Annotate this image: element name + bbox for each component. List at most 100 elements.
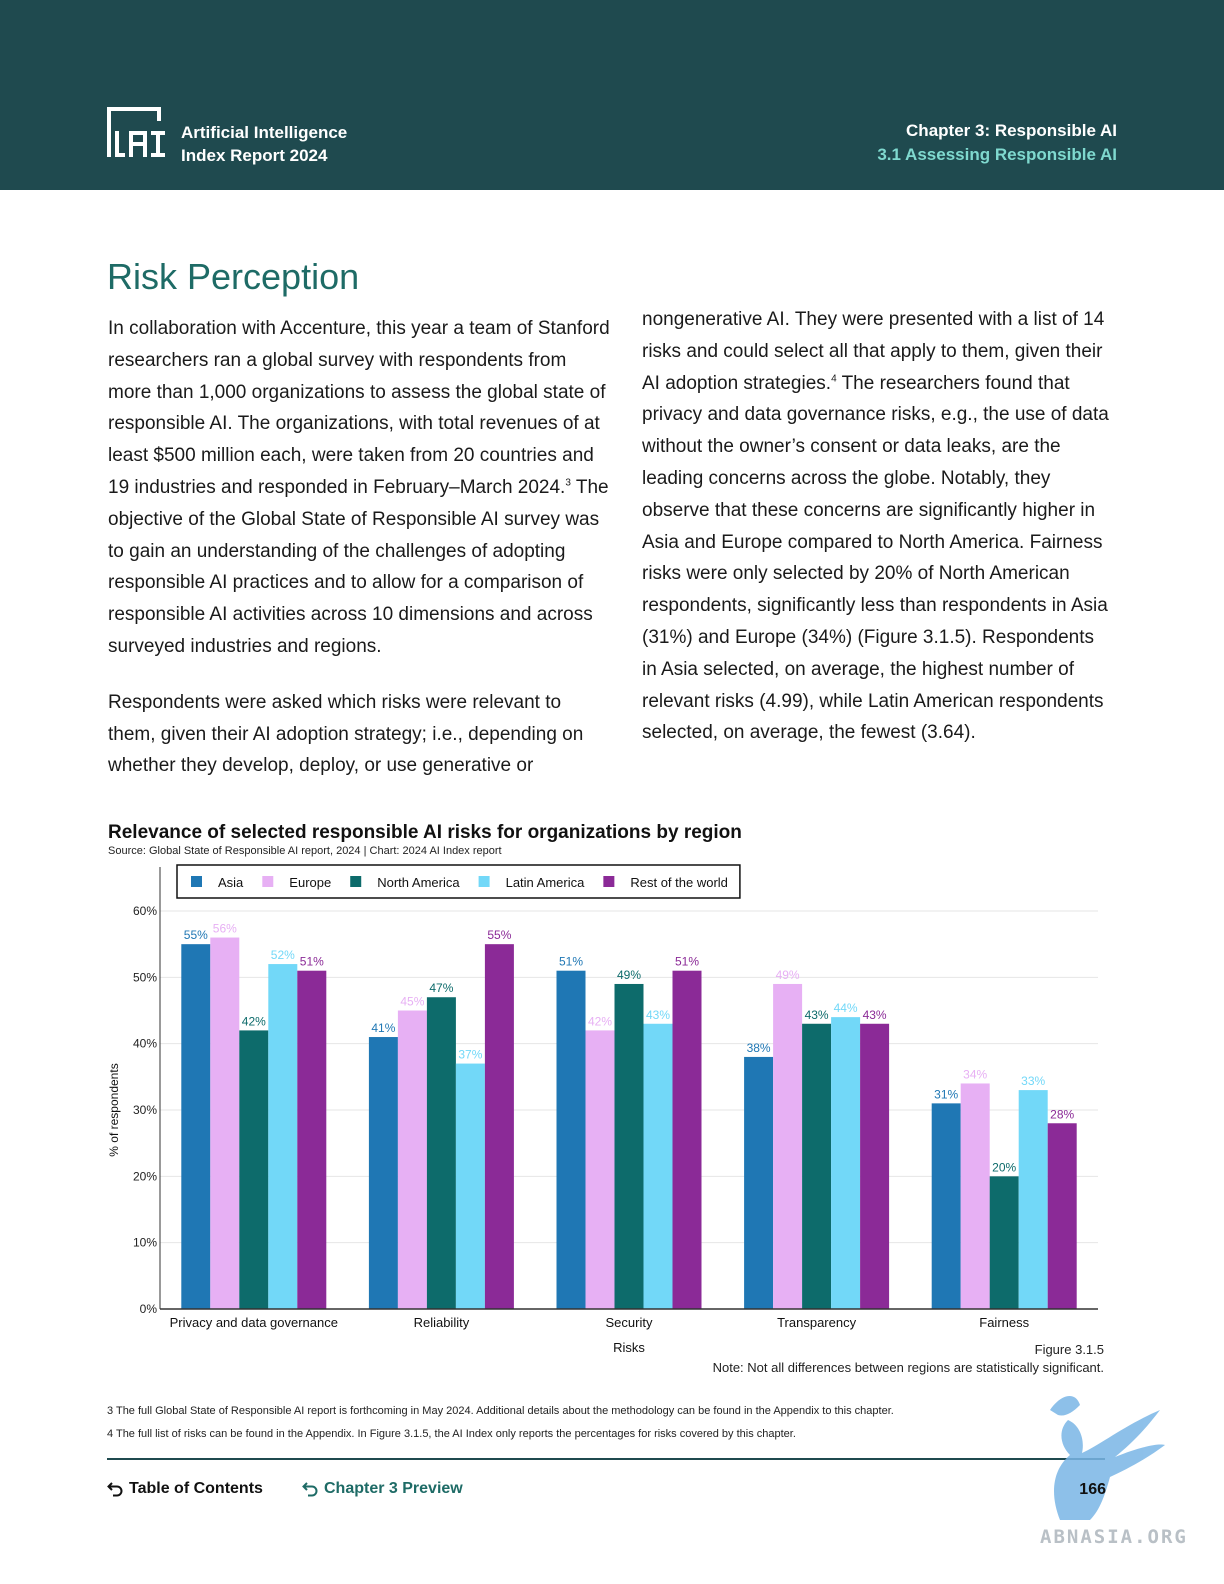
paragraph-3-text-a: nongenerative AI. They were presented wi…: [642, 309, 1105, 394]
data-label: 51%: [300, 955, 324, 969]
page-number: 166: [1079, 1481, 1106, 1498]
bar: [931, 1103, 961, 1309]
paragraph-1-text-b: The objective of the Global State of Res…: [108, 476, 609, 657]
bar: [397, 1010, 427, 1309]
x-tick-label: Reliability: [414, 1315, 470, 1330]
legend-label: Europe: [289, 875, 331, 890]
data-label: 49%: [617, 968, 641, 982]
report-name-line1: Artificial Intelligence: [181, 123, 348, 142]
y-tick-label: 20%: [133, 1169, 157, 1183]
x-tick-label: Transparency: [777, 1315, 856, 1330]
y-tick-label: 0%: [140, 1302, 158, 1316]
chart-data-labels: 55% 56% 42% 52% 51% 41% 45% 47% 37% 55% 51% 42% 49% 4…: [184, 922, 1075, 1175]
bar: [556, 970, 586, 1309]
section-subtitle: 3.1 Assessing Responsible AI: [877, 145, 1117, 164]
data-label: 51%: [675, 955, 699, 969]
chapter-preview-link[interactable]: Chapter 3 Preview: [302, 1480, 463, 1498]
toc-label: Table of Contents: [129, 1480, 263, 1497]
bar: [181, 944, 211, 1309]
data-label: 42%: [242, 1014, 266, 1028]
bar: [1018, 1090, 1048, 1309]
data-label: 34%: [963, 1067, 987, 1081]
y-tick-label: 40%: [133, 1037, 157, 1051]
chart-axes: 0% 10% 20% 30% 40% 50% 60% Privacy and data gov…: [107, 867, 1098, 1355]
report-name-line2: Index Report 2024: [181, 146, 328, 165]
legend-label: North America: [377, 875, 460, 890]
y-tick-label: 50%: [133, 970, 157, 984]
bar: [455, 1063, 485, 1309]
legend-label: Rest of the world: [630, 875, 728, 890]
data-label: 55%: [184, 928, 208, 942]
data-label: 41%: [371, 1021, 395, 1035]
data-label: 55%: [487, 928, 511, 942]
return-arrow-icon: [107, 1482, 123, 1497]
chapter-title: Chapter 3: Responsible AI: [906, 121, 1117, 140]
x-tick-label: Privacy and data governance: [170, 1315, 338, 1330]
chapter-preview-label: Chapter 3 Preview: [324, 1480, 463, 1497]
y-tick-label: 60%: [133, 904, 157, 918]
chart-title: Relevance of selected responsible AI ris…: [108, 822, 742, 843]
bar: [484, 944, 514, 1309]
paragraph-3-text-b: The researchers found that privacy and d…: [642, 372, 1109, 744]
legend-swatch: [350, 876, 362, 887]
bar: [643, 1023, 673, 1309]
footer-divider: [107, 1458, 1105, 1460]
data-label: 37%: [458, 1048, 482, 1062]
footnotes: 3 The full Global State of Responsible A…: [107, 1400, 894, 1446]
section-title: Risk Perception: [107, 256, 360, 297]
y-axis-title: % of respondents: [107, 1063, 121, 1156]
bar: [268, 964, 298, 1309]
paragraph-1: In collaboration with Accenture, this ye…: [108, 313, 613, 663]
bar: [585, 1030, 615, 1309]
footnote-4: 4 The full list of risks can be found in…: [107, 1428, 796, 1440]
data-label: 47%: [429, 981, 453, 995]
data-label: 49%: [776, 968, 800, 982]
data-label: 56%: [213, 922, 237, 936]
bar-chart: 55% 56% 42% 52% 51% 41% 45% 47% 37% 55% 51% 42% 49% 4…: [107, 864, 1098, 1355]
y-tick-label: 10%: [133, 1236, 157, 1250]
data-label: 44%: [834, 1001, 858, 1015]
x-axis-title: Risks: [613, 1340, 645, 1355]
bar: [989, 1176, 1019, 1309]
bar: [239, 1030, 269, 1309]
figure-id: Figure 3.1.5: [1034, 1342, 1104, 1357]
chart-bars: [181, 937, 1077, 1309]
data-label: 20%: [992, 1160, 1016, 1174]
data-label: 31%: [934, 1087, 958, 1101]
table-of-contents-link[interactable]: Table of Contents: [107, 1480, 263, 1498]
data-label: 52%: [271, 948, 295, 962]
bar: [1047, 1123, 1077, 1309]
data-label: 28%: [1050, 1107, 1074, 1121]
bar: [297, 970, 327, 1309]
data-label: 38%: [747, 1041, 771, 1055]
legend-swatch: [191, 876, 202, 887]
data-label: 43%: [863, 1008, 887, 1022]
x-tick-label: Fairness: [979, 1315, 1029, 1330]
paragraph-1-text-a: In collaboration with Accenture, this ye…: [108, 318, 610, 498]
legend-label: Asia: [218, 875, 244, 890]
bar: [773, 983, 803, 1309]
griffin-watermark-icon: [1050, 1395, 1165, 1520]
watermark-text: ABNASIA.ORG: [1040, 1526, 1188, 1548]
bar: [802, 1023, 832, 1309]
y-tick-label: 30%: [133, 1103, 157, 1117]
chart-legend: Asia Europe North America Latin America Rest…: [176, 864, 741, 899]
footnote-3: 3 The full Global State of Responsible A…: [107, 1405, 894, 1417]
report-name: Artificial Intelligence Index Report 202…: [181, 121, 347, 167]
bar: [744, 1056, 774, 1309]
footnote-ref-3: 3: [565, 477, 571, 489]
bar: [831, 1017, 861, 1309]
data-label: 43%: [646, 1008, 670, 1022]
data-label: 45%: [400, 995, 424, 1009]
text-column-right: nongenerative AI. They were presented wi…: [642, 304, 1112, 749]
text-column-left: In collaboration with Accenture, this ye…: [108, 313, 613, 782]
legend-swatch: [603, 876, 615, 887]
bar: [614, 983, 644, 1309]
bar: [960, 1083, 990, 1309]
data-label: 43%: [805, 1008, 829, 1022]
bar: [860, 1023, 890, 1309]
legend-label: Latin America: [506, 875, 586, 890]
data-label: 33%: [1021, 1074, 1045, 1088]
bar: [672, 970, 702, 1309]
data-label: 51%: [559, 955, 583, 969]
